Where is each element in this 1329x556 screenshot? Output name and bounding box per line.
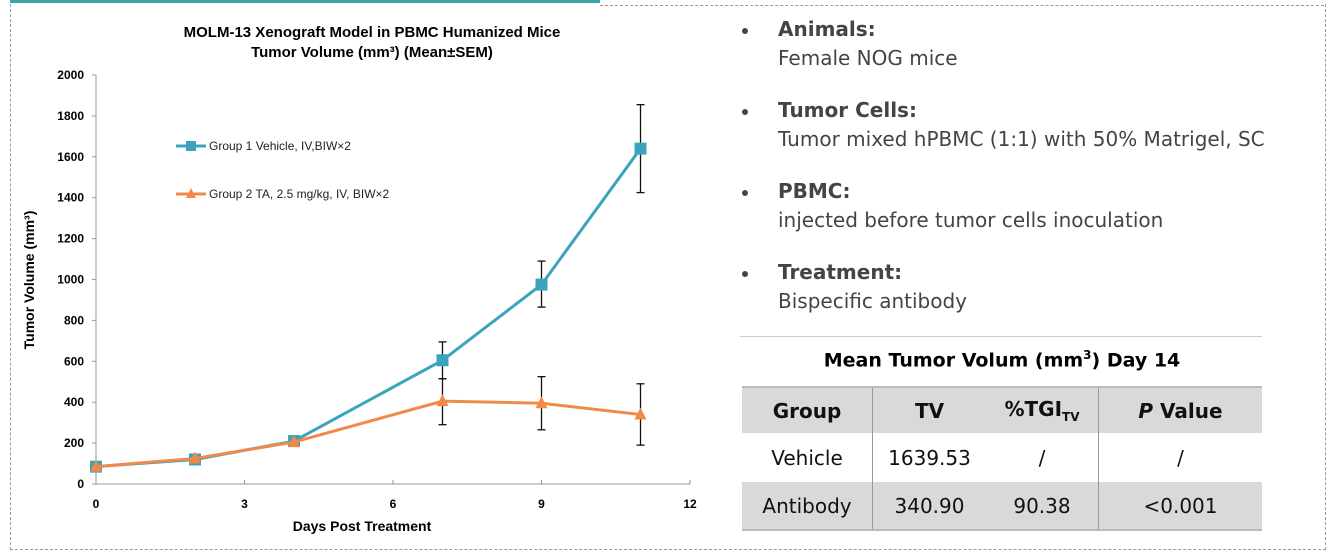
y-tick-label: 1600 (57, 150, 84, 164)
y-tick-label: 800 (64, 313, 84, 327)
header-group: Group (772, 398, 842, 423)
title-sup: 3 (1083, 348, 1092, 362)
bullet-icon (742, 109, 748, 115)
bullet-pbmc: PBMC: injected before tumor cells inocula… (740, 176, 1320, 257)
header-tgi: %TGITV (986, 387, 1099, 433)
cell-tgi: / (1038, 445, 1046, 470)
table-row: Vehicle 1639.53 / / (742, 433, 1262, 482)
cell-tv: 340.90 (872, 482, 986, 530)
results-table: Group TV %TGITV P Value Vehicle 1639.53 … (742, 386, 1262, 531)
cell-group: Antibody (762, 493, 852, 518)
title-text: ) Day 14 (1091, 349, 1181, 372)
y-tick-label: 600 (64, 354, 84, 368)
table-row: Antibody 340.90 90.38 <0.001 (742, 482, 1262, 530)
header-p: P Value (1098, 387, 1262, 433)
bullet-icon (742, 190, 748, 196)
table-title: Mean Tumor Volum (mm3) Day 14 (742, 348, 1262, 371)
y-tick-label: 2000 (57, 68, 84, 82)
bullet-text: Bispecific antibody (778, 289, 967, 313)
y-tick-label: 0 (77, 477, 84, 491)
bullet-list: Animals: Female NOG mice Tumor Cells: Tumo… (740, 14, 1320, 338)
cell-p: <0.001 (1098, 482, 1262, 530)
data-point-square (436, 354, 449, 367)
divider (600, 5, 1324, 6)
data-point-square (535, 278, 548, 291)
tgi-text: %TGI (1004, 397, 1063, 421)
bullet-heading: Animals: (778, 17, 876, 41)
data-point-triangle (90, 459, 102, 472)
divider (740, 336, 1262, 337)
chart-subtitle: Tumor Volume (mm³) (Mean±SEM) (251, 44, 493, 61)
x-tick-label: 9 (538, 497, 545, 511)
bullet-tumor-cells: Tumor Cells: Tumor mixed hPBMC (1:1) with… (740, 95, 1320, 176)
y-tick-label: 1400 (57, 191, 84, 205)
tumor-volume-chart: MOLM-13 Xenograft Model in PBMC Humanize… (21, 24, 697, 534)
data-point-triangle (634, 407, 647, 420)
title-text: Mean Tumor Volum (mm (823, 349, 1084, 372)
legend-label: Group 2 TA, 2.5 mg/kg, IV, BIW×2 (209, 187, 390, 201)
series-line (95, 399, 641, 469)
legend-marker-triangle (186, 188, 196, 198)
slide-frame (10, 4, 1326, 550)
bullet-text: injected before tumor cells inoculation (778, 208, 1164, 232)
x-tick-label: 0 (93, 497, 100, 511)
y-axis-label: Tumor Volume (mm³) (21, 211, 37, 350)
data-point-triangle (189, 451, 201, 464)
bullet-icon (742, 28, 748, 34)
y-tick-label: 200 (64, 436, 84, 450)
cell-group: Vehicle (771, 445, 843, 470)
data-point-triangle (535, 396, 548, 409)
accent-bar (10, 0, 600, 3)
table-header: Group TV %TGITV P Value (742, 387, 1262, 433)
bullet-text: Female NOG mice (778, 46, 958, 70)
x-tick-label: 6 (390, 497, 397, 511)
cell-p: / (1098, 433, 1262, 482)
header-tv: TV (872, 387, 986, 433)
bullet-heading: Tumor Cells: (778, 98, 917, 122)
y-tick-label: 1800 (57, 109, 84, 123)
data-point-triangle (436, 394, 449, 407)
y-tick-label: 1200 (57, 232, 84, 246)
tgi-sub: TV (1062, 410, 1080, 424)
bullet-treatment: Treatment: Bispecific antibody (740, 257, 1320, 338)
legend-label: Group 1 Vehicle, IV,BIW×2 (209, 139, 351, 153)
p-italic: P (1138, 398, 1154, 423)
bullet-heading: PBMC: (778, 179, 851, 203)
x-axis-label: Days Post Treatment (293, 518, 432, 534)
p-rest: Value (1153, 398, 1223, 423)
cell-tgi: 90.38 (1013, 493, 1071, 518)
data-point-square (634, 142, 647, 155)
cell-tv: 1639.53 (872, 433, 986, 482)
bullet-icon (742, 271, 748, 277)
legend-marker-square (186, 141, 196, 151)
bullet-text: Tumor mixed hPBMC (1:1) with 50% Matrige… (778, 127, 1265, 151)
y-tick-label: 1000 (57, 273, 84, 287)
bullet-animals: Animals: Female NOG mice (740, 14, 1320, 95)
chart-title: MOLM-13 Xenograft Model in PBMC Humanize… (184, 24, 561, 41)
data-point-triangle (288, 435, 300, 448)
x-tick-label: 3 (241, 497, 248, 511)
y-tick-label: 400 (64, 395, 84, 409)
x-tick-label: 12 (683, 497, 697, 511)
bullet-heading: Treatment: (778, 260, 903, 284)
